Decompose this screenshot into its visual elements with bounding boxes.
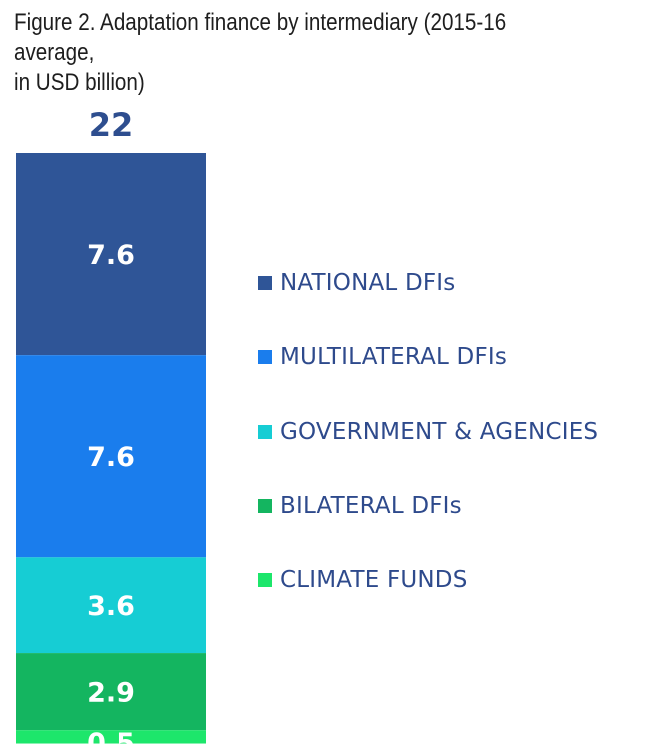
bar-segment-government-agencies bbox=[16, 557, 206, 654]
bar-segment-climate-funds bbox=[16, 730, 206, 744]
bar-label-multilateral-dfis: 7.6 bbox=[87, 442, 135, 473]
legend-label-government-agencies: GOVERNMENT & AGENCIES bbox=[280, 419, 599, 445]
legend-swatch-multilateral-dfis bbox=[258, 350, 272, 364]
legend-item-multilateral-dfis: MULTILATERAL DFIs bbox=[258, 339, 507, 375]
bar-segment-multilateral-dfis bbox=[16, 355, 206, 558]
chart-title-line-1: Figure 2. Adaptation finance by intermed… bbox=[14, 9, 507, 66]
legend-item-national-dfis: NATIONAL DFIs bbox=[258, 265, 455, 301]
legend-swatch-climate-funds bbox=[258, 573, 272, 587]
legend-item-government-agencies: GOVERNMENT & AGENCIES bbox=[258, 414, 598, 450]
chart-title: Figure 2. Adaptation finance by intermed… bbox=[14, 8, 564, 98]
total-label: 22 bbox=[88, 106, 134, 144]
bar-segment-bilateral-dfis bbox=[16, 653, 206, 731]
bar-segment-national-dfis bbox=[16, 153, 206, 356]
legend-item-bilateral-dfis: BILATERAL DFIs bbox=[258, 488, 462, 524]
bar-label-climate-funds: 0.5 bbox=[87, 728, 135, 755]
bar-label-national-dfis: 7.6 bbox=[87, 240, 135, 271]
legend-swatch-national-dfis bbox=[258, 276, 272, 290]
legend-label-bilateral-dfis: BILATERAL DFIs bbox=[280, 493, 462, 519]
legend-swatch-government-agencies bbox=[258, 425, 272, 439]
bar-label-government-agencies: 3.6 bbox=[87, 591, 135, 622]
legend-label-climate-funds: CLIMATE FUNDS bbox=[280, 567, 468, 593]
bar-label-bilateral-dfis: 2.9 bbox=[87, 678, 135, 709]
legend-item-climate-funds: CLIMATE FUNDS bbox=[258, 562, 468, 598]
legend-label-multilateral-dfis: MULTILATERAL DFIs bbox=[280, 344, 508, 370]
legend-label-national-dfis: NATIONAL DFIs bbox=[280, 270, 456, 296]
chart-title-line-2: in USD billion) bbox=[14, 69, 145, 96]
legend-swatch-bilateral-dfis bbox=[258, 499, 272, 513]
